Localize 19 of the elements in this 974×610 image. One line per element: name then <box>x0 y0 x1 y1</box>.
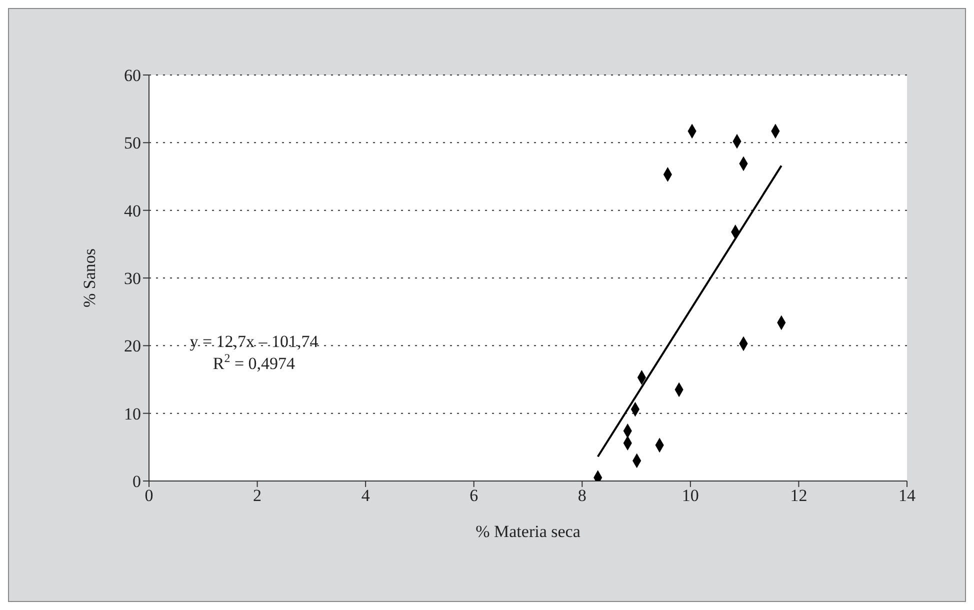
y-tick-label: 0 <box>132 472 141 492</box>
x-tick-label: 0 <box>144 486 154 506</box>
x-tick-label: 14 <box>898 486 916 506</box>
y-axis-title: % Sanos <box>80 248 100 308</box>
annotation: y = 12,7x – 101,74 <box>190 332 319 351</box>
x-tick-label: 12 <box>790 486 808 506</box>
annotation: R$^{2}$ = 0,4974 <box>212 351 296 373</box>
x-tick-label: 4 <box>361 486 370 506</box>
y-tick-label: 50 <box>124 134 141 153</box>
x-tick-label: 6 <box>470 486 478 506</box>
y-tick-label: 20 <box>124 336 141 356</box>
y-tick-label: 40 <box>124 201 141 220</box>
x-tick-label: 8 <box>578 486 586 506</box>
y-tick-label: 30 <box>124 269 141 288</box>
x-tick-label: 2 <box>253 486 262 506</box>
x-tick-label: 10 <box>682 486 699 506</box>
y-tick-label: 60 <box>124 66 141 86</box>
y-tick-label: 10 <box>124 404 141 424</box>
x-axis-title: % Materia seca <box>476 522 581 541</box>
